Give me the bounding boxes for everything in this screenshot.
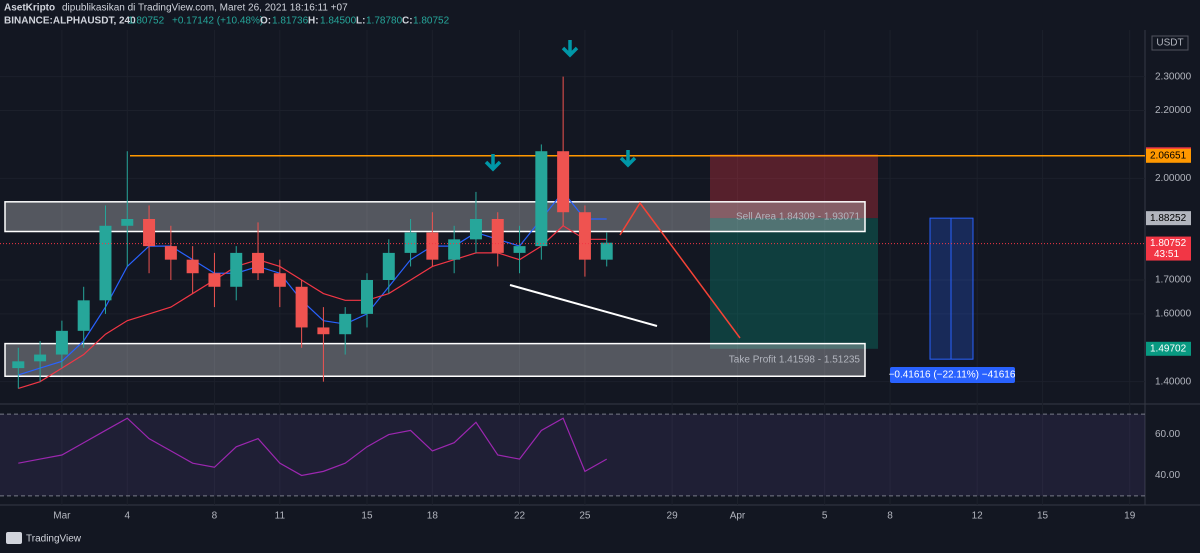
currency-box — [1151, 35, 1189, 51]
candle-body — [448, 239, 461, 260]
y-tick-label: 60.00 — [1155, 429, 1180, 440]
candle-body — [99, 225, 112, 301]
x-tick-label: 4 — [124, 511, 130, 522]
x-tick-label: 15 — [361, 511, 373, 522]
change: +0.17142 (+10.48%) — [172, 16, 263, 27]
candle-body — [317, 327, 330, 335]
y-tick-label: 1.40000 — [1155, 376, 1192, 387]
price-badge-label: 2.06651 — [1150, 150, 1187, 161]
last: 1.80752 — [128, 16, 165, 27]
zone — [4, 342, 866, 378]
published: dipublikasikan di TradingView.com, Maret… — [62, 3, 348, 14]
x-tick-label: Mar — [53, 511, 71, 522]
arrow — [561, 40, 579, 58]
candle-body — [360, 280, 373, 314]
candle-body — [491, 219, 504, 253]
c: 1.80752 — [413, 16, 450, 27]
x-tick-label: Apr — [730, 511, 746, 522]
candle-body — [273, 273, 286, 287]
moving-average — [18, 225, 607, 390]
h-label: H: — [308, 16, 319, 27]
price-badge — [1146, 236, 1191, 261]
author: AsetKripto — [4, 3, 55, 14]
price-badge-label: 1.49702 — [1150, 343, 1187, 354]
x-tick-label: 8 — [212, 511, 218, 522]
y-tick-label: 2.00000 — [1155, 173, 1192, 184]
candle-body — [230, 252, 243, 287]
trend-line — [509, 284, 658, 327]
moving-average — [18, 190, 607, 376]
candle-body — [578, 212, 591, 260]
candle-body — [513, 246, 526, 253]
measure-label: −0.41616 (−22.11%) −41616 — [889, 370, 1016, 381]
o: 1.81736 — [272, 16, 309, 27]
candle-body — [77, 300, 90, 331]
o-label: O: — [260, 16, 271, 27]
candle-body — [426, 232, 439, 260]
candle-body — [12, 361, 25, 369]
l-label: L: — [356, 16, 365, 27]
candle-body — [339, 313, 352, 335]
arrow — [484, 154, 502, 172]
candle-body — [34, 354, 47, 362]
x-tick-label: 5 — [822, 511, 828, 522]
price-badge — [1146, 211, 1191, 226]
target-area — [710, 218, 878, 349]
brand[interactable]: TradingView — [26, 534, 82, 545]
candle-body — [186, 259, 199, 274]
rsi-band — [0, 414, 1145, 496]
price-badge — [1146, 341, 1191, 356]
c-label: C: — [402, 16, 413, 27]
x-tick-label: 12 — [972, 511, 984, 522]
zone-label: Sell Area 1.84309 - 1.93071 — [736, 211, 860, 222]
price-badge — [1146, 148, 1191, 163]
y-tick-label: 1.60000 — [1155, 309, 1192, 320]
candle-body — [469, 219, 482, 240]
candle-body — [252, 252, 265, 274]
arrow — [619, 150, 637, 168]
x-tick-label: 11 — [275, 511, 286, 522]
candle-body — [295, 286, 308, 328]
y-tick-label: 1.70000 — [1155, 275, 1192, 286]
candle-body — [404, 232, 417, 253]
zone-label: Take Profit 1.41598 - 1.51235 — [729, 355, 861, 366]
x-tick-label: 22 — [514, 511, 526, 522]
price-badge-label: 1.80752 — [1150, 238, 1187, 249]
stop-area — [710, 154, 878, 219]
candle-body — [121, 219, 134, 226]
y-tick-label: 2.20000 — [1155, 105, 1192, 116]
x-tick-label: 29 — [667, 511, 679, 522]
logo — [6, 532, 22, 544]
symbol: BINANCE:ALPHAUSDT, 240 — [4, 16, 136, 27]
x-tick-label: 18 — [427, 511, 439, 522]
y-tick-label: 40.00 — [1155, 470, 1180, 481]
candle-body — [382, 252, 395, 280]
candle-body — [600, 242, 613, 260]
candle-body — [535, 151, 548, 247]
x-tick-label: 8 — [887, 511, 893, 522]
y-tick-label: 2.30000 — [1155, 71, 1192, 82]
x-tick-label: 15 — [1037, 511, 1049, 522]
h: 1.84500 — [320, 16, 357, 27]
x-tick-label: 19 — [1124, 511, 1136, 522]
l: 1.78780 — [366, 16, 403, 27]
rsi-line — [18, 417, 608, 477]
currency: USDT — [1156, 38, 1183, 49]
forecast-path — [619, 201, 741, 339]
x-tick-label: 25 — [579, 511, 591, 522]
candle-body — [55, 330, 68, 355]
candle-body — [208, 273, 221, 287]
candle-body — [164, 246, 177, 260]
candle-body — [143, 219, 156, 247]
countdown: 43:51 — [1154, 249, 1179, 260]
price-badge-label: 1.88252 — [1150, 213, 1187, 224]
measure-label-bg — [890, 367, 1015, 383]
candle-body — [557, 151, 570, 213]
